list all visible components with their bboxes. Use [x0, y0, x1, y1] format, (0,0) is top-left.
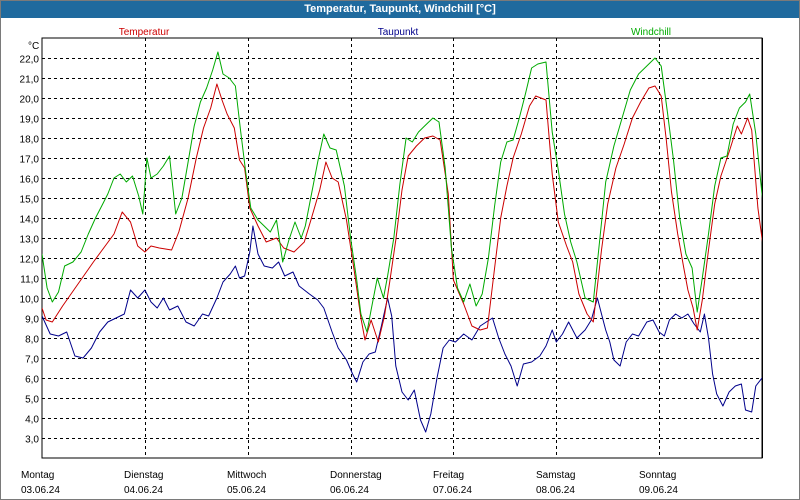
y-tick-label: 12,0	[20, 255, 40, 266]
x-tick-date-label: 07.06.24	[433, 485, 472, 496]
x-tick-date-label: 05.06.24	[227, 485, 266, 496]
x-tick-day-label: Dienstag	[124, 470, 163, 481]
x-tick-day-label: Donnerstag	[330, 470, 382, 481]
x-tick-date-label: 09.06.24	[639, 485, 678, 496]
y-tick-label: 6,0	[25, 375, 39, 386]
legend-windchill: Windchill	[631, 27, 671, 38]
y-tick-label: 3,0	[25, 435, 39, 446]
series-line-taupunkt	[42, 225, 762, 433]
y-tick-label: 14,0	[20, 215, 40, 226]
y-tick-label: 4,0	[25, 415, 39, 426]
y-tick-label: 16,0	[20, 175, 40, 186]
y-tick-label: 7,0	[25, 355, 39, 366]
y-tick-label: 21,0	[20, 75, 40, 86]
chart-title: Temperatur, Taupunkt, Windchill [°C]	[1, 1, 799, 18]
series-line-windchill	[42, 51, 762, 333]
y-tick-label: 19,0	[20, 115, 40, 126]
y-axis-unit-label: °C	[28, 41, 39, 52]
y-tick-label: 22,0	[20, 55, 40, 66]
y-tick-label: 20,0	[20, 95, 40, 106]
x-tick-date-label: 03.06.24	[21, 485, 60, 496]
x-tick-date-label: 04.06.24	[124, 485, 163, 496]
x-tick-day-label: Samstag	[536, 470, 575, 481]
y-tick-label: 15,0	[20, 195, 40, 206]
x-tick-day-label: Mittwoch	[227, 470, 266, 481]
y-tick-label: 5,0	[25, 395, 39, 406]
x-tick-day-label: Sonntag	[639, 470, 676, 481]
plot-area-border	[41, 37, 763, 459]
legend-taupunkt: Taupunkt	[378, 27, 419, 38]
series-line-temperatur	[42, 83, 762, 343]
y-tick-label: 8,0	[25, 335, 39, 346]
legend-temperatur: Temperatur	[119, 27, 170, 38]
y-tick-label: 11,0	[20, 275, 39, 286]
y-tick-label: 10,0	[20, 295, 40, 306]
y-tick-label: 9,0	[25, 315, 39, 326]
x-tick-day-label: Montag	[21, 470, 54, 481]
y-tick-label: 18,0	[20, 135, 40, 146]
y-tick-label: 17,0	[20, 155, 40, 166]
y-tick-label: 13,0	[20, 235, 40, 246]
x-tick-date-label: 08.06.24	[536, 485, 575, 496]
x-tick-day-label: Freitag	[433, 470, 464, 481]
x-tick-date-label: 06.06.24	[330, 485, 369, 496]
